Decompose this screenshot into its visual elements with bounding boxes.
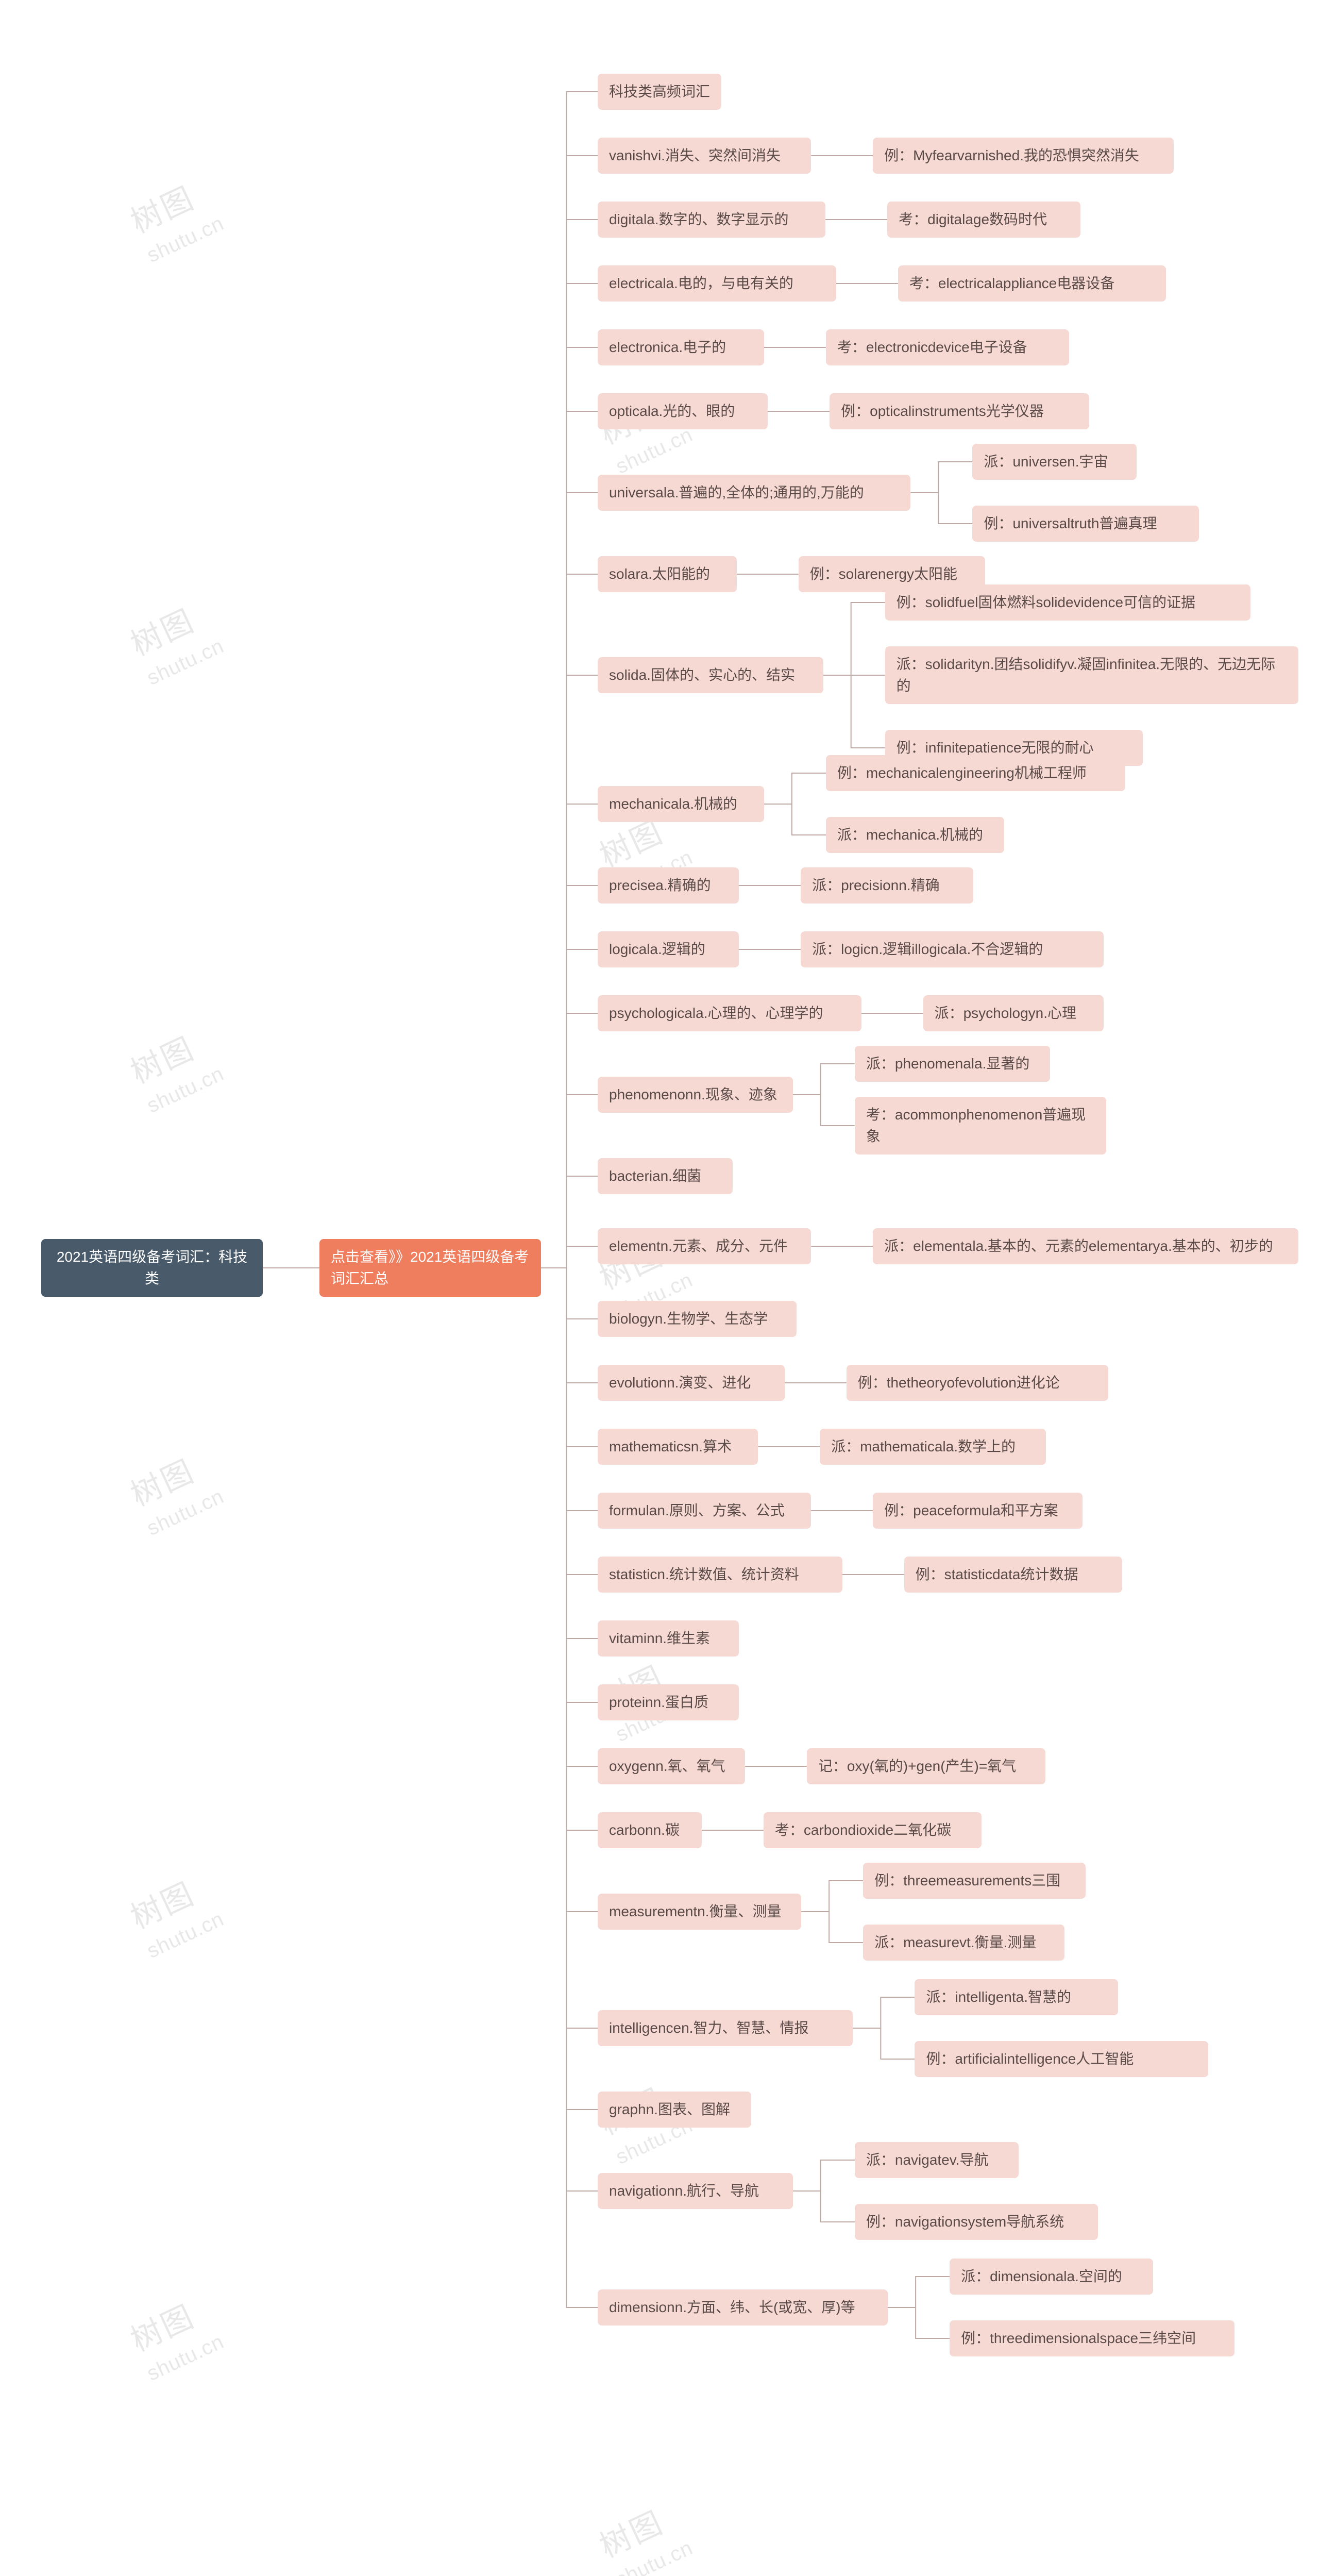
mindmap-node: biologyn.生物学、生态学 [598,1301,797,1337]
hub-node: 点击查看》》2021英语四级备考词汇汇总 [319,1239,541,1297]
mindmap-node: dimensionn.方面、纬、长(或宽、厚)等 [598,2289,888,2326]
mindmap-node: 例：navigationsystem导航系统 [855,2204,1098,2240]
mindmap-node: formulan.原则、方案、公式 [598,1493,811,1529]
mindmap-node: 派：intelligenta.智慧的 [915,1979,1118,2015]
mindmap-node: 例：thetheoryofevolution进化论 [847,1365,1109,1401]
mindmap-node: universala.普遍的,全体的;通用的,万能的 [598,475,910,511]
mindmap-node: phenomenonn.现象、迹象 [598,1077,793,1113]
mindmap-node: 派：universen.宇宙 [972,444,1136,480]
mindmap-node: 例：mechanicalengineering机械工程师 [826,755,1125,791]
mindmap-node: 派：phenomenala.显著的 [855,1046,1050,1082]
mindmap-node: 例：threedimensionalspace三纬空间 [950,2320,1235,2356]
mindmap-node: mathematicsn.算术 [598,1429,758,1465]
mindmap-node: 科技类高频词汇 [598,74,721,110]
mindmap-node: measurementn.衡量、测量 [598,1894,801,1930]
root-node: 2021英语四级备考词汇：科技类 [41,1239,263,1297]
mindmap-node: 派：navigatev.导航 [855,2142,1019,2178]
watermark: 树图shutu.cn [591,2491,696,2576]
mindmap-node: digitala.数字的、数字显示的 [598,202,825,238]
mindmap-node: oxygenn.氧、氧气 [598,1748,745,1784]
mindmap-node: vitaminn.维生素 [598,1620,739,1657]
mindmap-node: 考：acommonphenomenon普遍现象 [855,1097,1106,1155]
mindmap-node: statisticn.统计数值、统计资料 [598,1557,842,1593]
mindmap-node: mechanicala.机械的 [598,786,764,822]
mindmap-node: 例：solidfuel固体燃料solidevidence可信的证据 [885,584,1250,621]
mindmap-node: vanishvi.消失、突然间消失 [598,138,811,174]
mindmap-node: 派：elementala.基本的、元素的elementarya.基本的、初步的 [873,1228,1298,1264]
watermark: 树图shutu.cn [122,589,227,690]
mindmap-node: 例：artificialintelligence人工智能 [915,2041,1208,2077]
mindmap-node: 例：universaltruth普遍真理 [972,506,1198,542]
mindmap-node: electronica.电子的 [598,329,764,365]
mindmap-node: 派：precisionn.精确 [801,867,973,904]
mindmap-node: 例：opticalinstruments光学仪器 [830,393,1089,429]
mindmap-node: opticala.光的、眼的 [598,393,768,429]
mindmap-node: 派：mechanica.机械的 [826,817,1004,853]
mindmap-node: precisea.精确的 [598,867,739,904]
mindmap-node: 考：electronicdevice电子设备 [826,329,1069,365]
watermark: 树图shutu.cn [122,2285,227,2386]
mindmap-node: 派：logicn.逻辑illogicala.不合逻辑的 [801,931,1104,967]
mindmap-node: 考：digitalage数码时代 [887,202,1080,238]
mindmap-node: solara.太阳能的 [598,556,737,592]
mindmap-node: 例：threemeasurements三围 [863,1863,1086,1899]
mindmap-node: 考：electricalappliance电器设备 [898,265,1166,302]
mindmap-node: logicala.逻辑的 [598,931,739,967]
mindmap-node: electricala.电的，与电有关的 [598,265,836,302]
mindmap-node: carbonn.碳 [598,1812,702,1848]
mindmap-node: 派：solidarityn.团结solidifyv.凝固infinitea.无限… [885,646,1298,704]
mindmap-node: 派：mathematicala.数学上的 [820,1429,1046,1465]
mindmap-node: 例：Myfearvarnished.我的恐惧突然消失 [873,138,1174,174]
mindmap-node: 例：peaceformula和平方案 [873,1493,1083,1529]
mindmap-node: 派：psychologyn.心理 [923,995,1104,1031]
watermark: 树图shutu.cn [122,1862,227,1963]
mindmap-node: 派：dimensionala.空间的 [950,2259,1153,2295]
mindmap-node: elementn.元素、成分、元件 [598,1228,811,1264]
mindmap-node: graphn.图表、图解 [598,2092,751,2128]
mindmap-node: 例：statisticdata统计数据 [904,1557,1122,1593]
mindmap-node: bacterian.细菌 [598,1158,733,1194]
mindmap-node: psychologicala.心理的、心理学的 [598,995,861,1031]
mindmap-node: evolutionn.演变、进化 [598,1365,785,1401]
mindmap-node: 考：carbondioxide二氧化碳 [764,1812,982,1848]
mindmap-node: 派：measurevt.衡量.测量 [863,1925,1064,1961]
mindmap-node: solida.固体的、实心的、结实 [598,657,823,693]
watermark: 树图shutu.cn [122,166,227,267]
mindmap-node: 记：oxy(氧的)+gen(产生)=氧气 [807,1748,1045,1784]
mindmap-node: navigationn.航行、导航 [598,2173,793,2209]
watermark: 树图shutu.cn [122,1440,227,1541]
watermark: 树图shutu.cn [122,1017,227,1118]
mindmap-node: proteinn.蛋白质 [598,1684,739,1720]
mindmap-node: intelligencen.智力、智慧、情报 [598,2010,853,2046]
